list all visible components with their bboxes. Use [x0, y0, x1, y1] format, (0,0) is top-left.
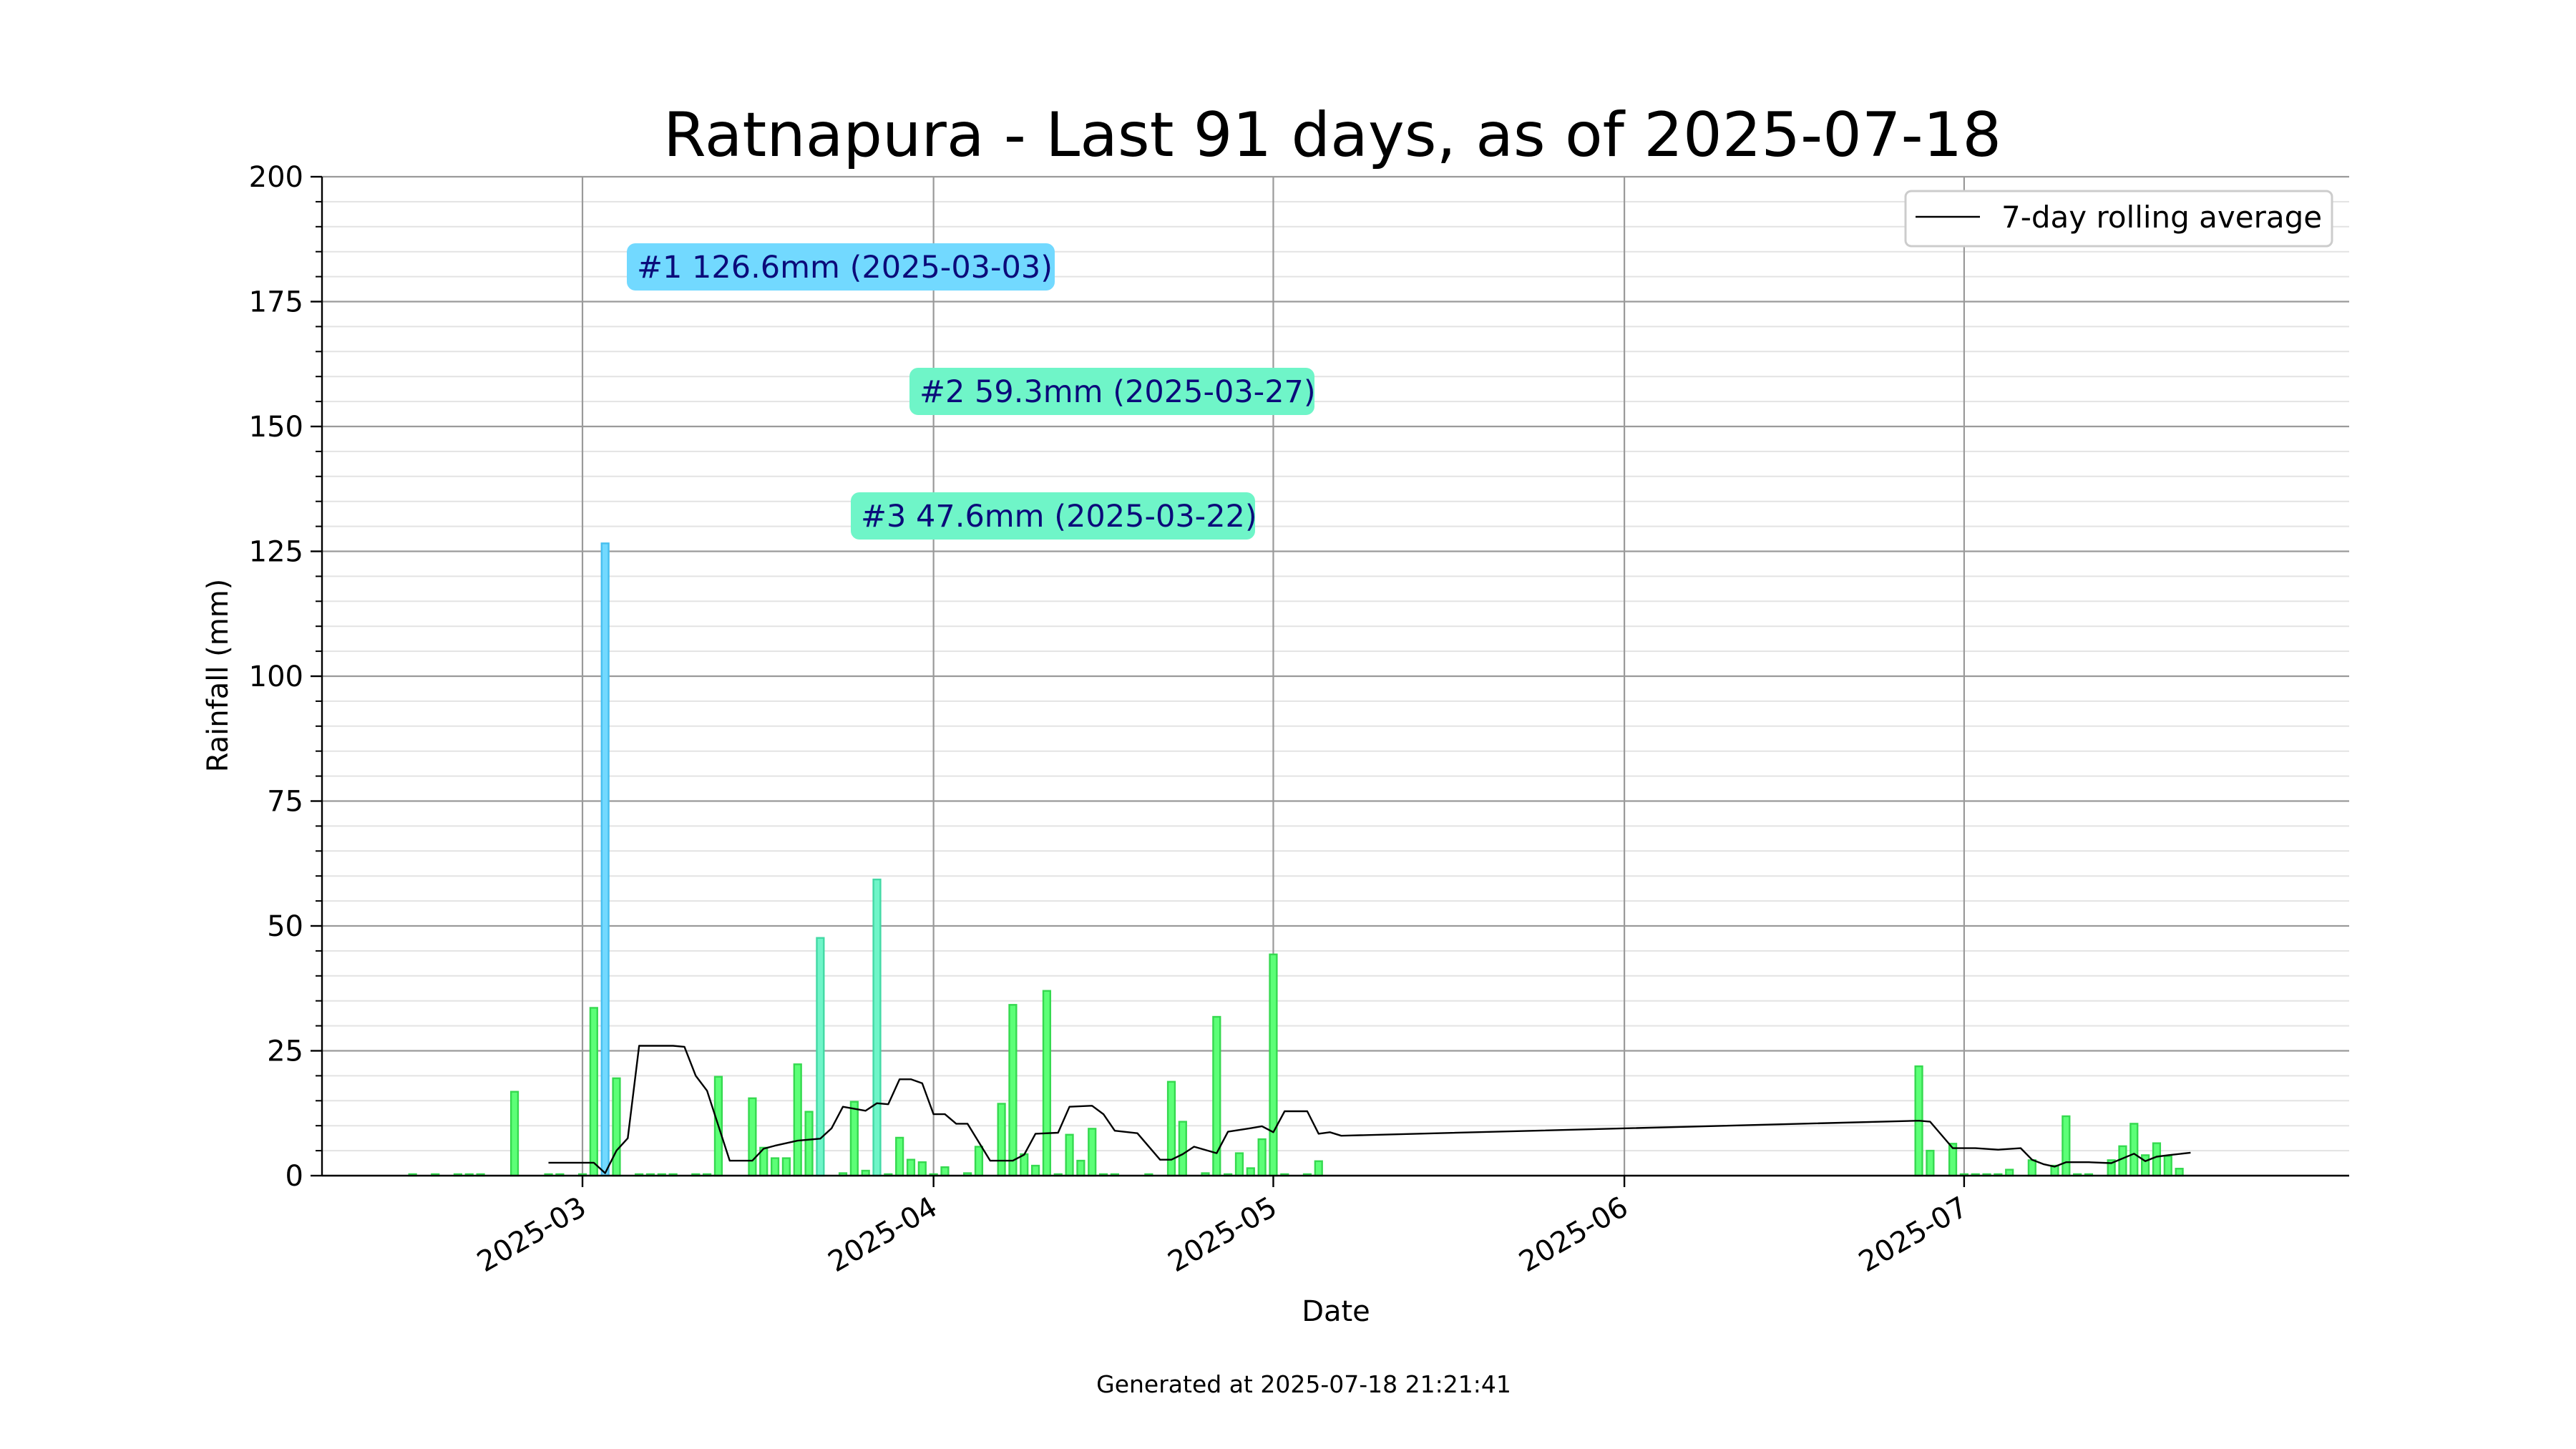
- rainfall-bar: [1065, 1133, 1074, 1177]
- generated-footer: Generated at 2025-07-18 21:21:41: [1096, 1370, 1511, 1398]
- rainfall-bar: [906, 1158, 916, 1177]
- rainfall-bar: [804, 1111, 814, 1177]
- rainfall-bar: [1166, 1080, 1176, 1177]
- rainfall-bar-top: [872, 878, 882, 1177]
- x-axis-label: Date: [1302, 1295, 1370, 1328]
- rainfall-bar: [1076, 1159, 1085, 1177]
- annotation-label: #3 47.6mm (2025-03-22): [861, 499, 1257, 535]
- rainfall-bar: [2163, 1155, 2172, 1177]
- rainfall-bar: [781, 1157, 791, 1177]
- legend: 7-day rolling average: [1904, 190, 2333, 248]
- rainfall-bar: [2027, 1159, 2036, 1177]
- rainfall-bar: [1926, 1149, 1935, 1177]
- y-tick-label: 150: [249, 411, 303, 444]
- rainfall-bar: [612, 1077, 621, 1177]
- annotations: #1 126.6mm (2025-03-03) #2 59.3mm (2025-0…: [627, 243, 1316, 540]
- rainfall-bar: [770, 1157, 780, 1177]
- y-tick-label: 25: [267, 1035, 303, 1068]
- bars: [408, 542, 2184, 1177]
- rainfall-bar: [2005, 1169, 2014, 1177]
- y-tick-label: 125: [249, 536, 303, 569]
- rolling-average-line-group: [548, 1045, 2191, 1174]
- rainfall-bar: [2175, 1168, 2184, 1177]
- y-axis-label: Rainfall (mm): [202, 579, 235, 773]
- y-tick-label: 50: [267, 910, 303, 943]
- chart-title: Ratnapura - Last 91 days, as of 2025-07-…: [663, 99, 2001, 171]
- annotation-box: [851, 492, 1255, 540]
- x-tick-label: 2025-04: [823, 1191, 943, 1279]
- rainfall-bar: [2129, 1123, 2139, 1177]
- y-tick-label: 75: [267, 786, 303, 819]
- y-tick-label: 200: [249, 161, 303, 194]
- top-rainfall-annotation: #2 59.3mm (2025-03-27): [909, 368, 1316, 415]
- rainfall-bar: [997, 1103, 1006, 1177]
- rainfall-bar: [589, 1007, 598, 1177]
- rolling-average-line: [548, 1045, 2191, 1174]
- rainfall-bar: [748, 1097, 757, 1177]
- grid: [322, 175, 2349, 1177]
- rainfall-bar-top: [816, 937, 825, 1177]
- rainfall-bar: [1269, 953, 1278, 1177]
- annotation-label: #1 126.6mm (2025-03-03): [637, 250, 1053, 286]
- rainfall-bar: [1020, 1153, 1029, 1177]
- y-tick-label: 100: [249, 660, 303, 693]
- rainfall-bar-top: [600, 542, 610, 1177]
- legend-label: 7-day rolling average: [2001, 200, 2322, 235]
- x-tick-label: 2025-03: [472, 1191, 592, 1279]
- top-rainfall-annotation: #1 126.6mm (2025-03-03): [627, 243, 1055, 291]
- rainfall-bar: [849, 1101, 859, 1177]
- rainfall-bar: [2152, 1142, 2162, 1177]
- legend-box: [1904, 190, 2333, 248]
- x-tick-label: 2025-05: [1163, 1191, 1283, 1279]
- rainfall-bar: [940, 1166, 950, 1177]
- rainfall-bar: [917, 1161, 927, 1177]
- rainfall-bar: [793, 1063, 802, 1177]
- rainfall-bar: [1088, 1128, 1097, 1177]
- rainfall-bar: [1042, 990, 1052, 1177]
- rainfall-bar: [974, 1146, 984, 1177]
- rainfall-bar: [1257, 1138, 1267, 1177]
- top-rainfall-annotation: #3 47.6mm (2025-03-22): [851, 492, 1257, 540]
- rainfall-bar: [2118, 1145, 2127, 1177]
- rainfall-bar: [1234, 1152, 1244, 1177]
- y-tick-label: 0: [286, 1160, 303, 1193]
- annotation-box: [627, 243, 1055, 291]
- x-tick-label: 2025-07: [1853, 1191, 1974, 1279]
- rainfall-bar: [1246, 1167, 1255, 1177]
- rainfall-bar: [1314, 1160, 1323, 1177]
- annotation-box: [909, 368, 1314, 415]
- annotation-label: #2 59.3mm (2025-03-27): [919, 374, 1316, 410]
- rainfall-bar: [1008, 1004, 1018, 1177]
- rainfall-bar: [1030, 1164, 1040, 1177]
- rainfall-bar: [509, 1091, 519, 1177]
- x-tick-label: 2025-06: [1513, 1191, 1634, 1279]
- rainfall-bar: [895, 1136, 904, 1177]
- rainfall-bar: [2062, 1115, 2071, 1177]
- rainfall-bar: [1178, 1121, 1187, 1177]
- rainfall-bar: [2141, 1154, 2150, 1177]
- y-tick-label: 175: [249, 286, 303, 319]
